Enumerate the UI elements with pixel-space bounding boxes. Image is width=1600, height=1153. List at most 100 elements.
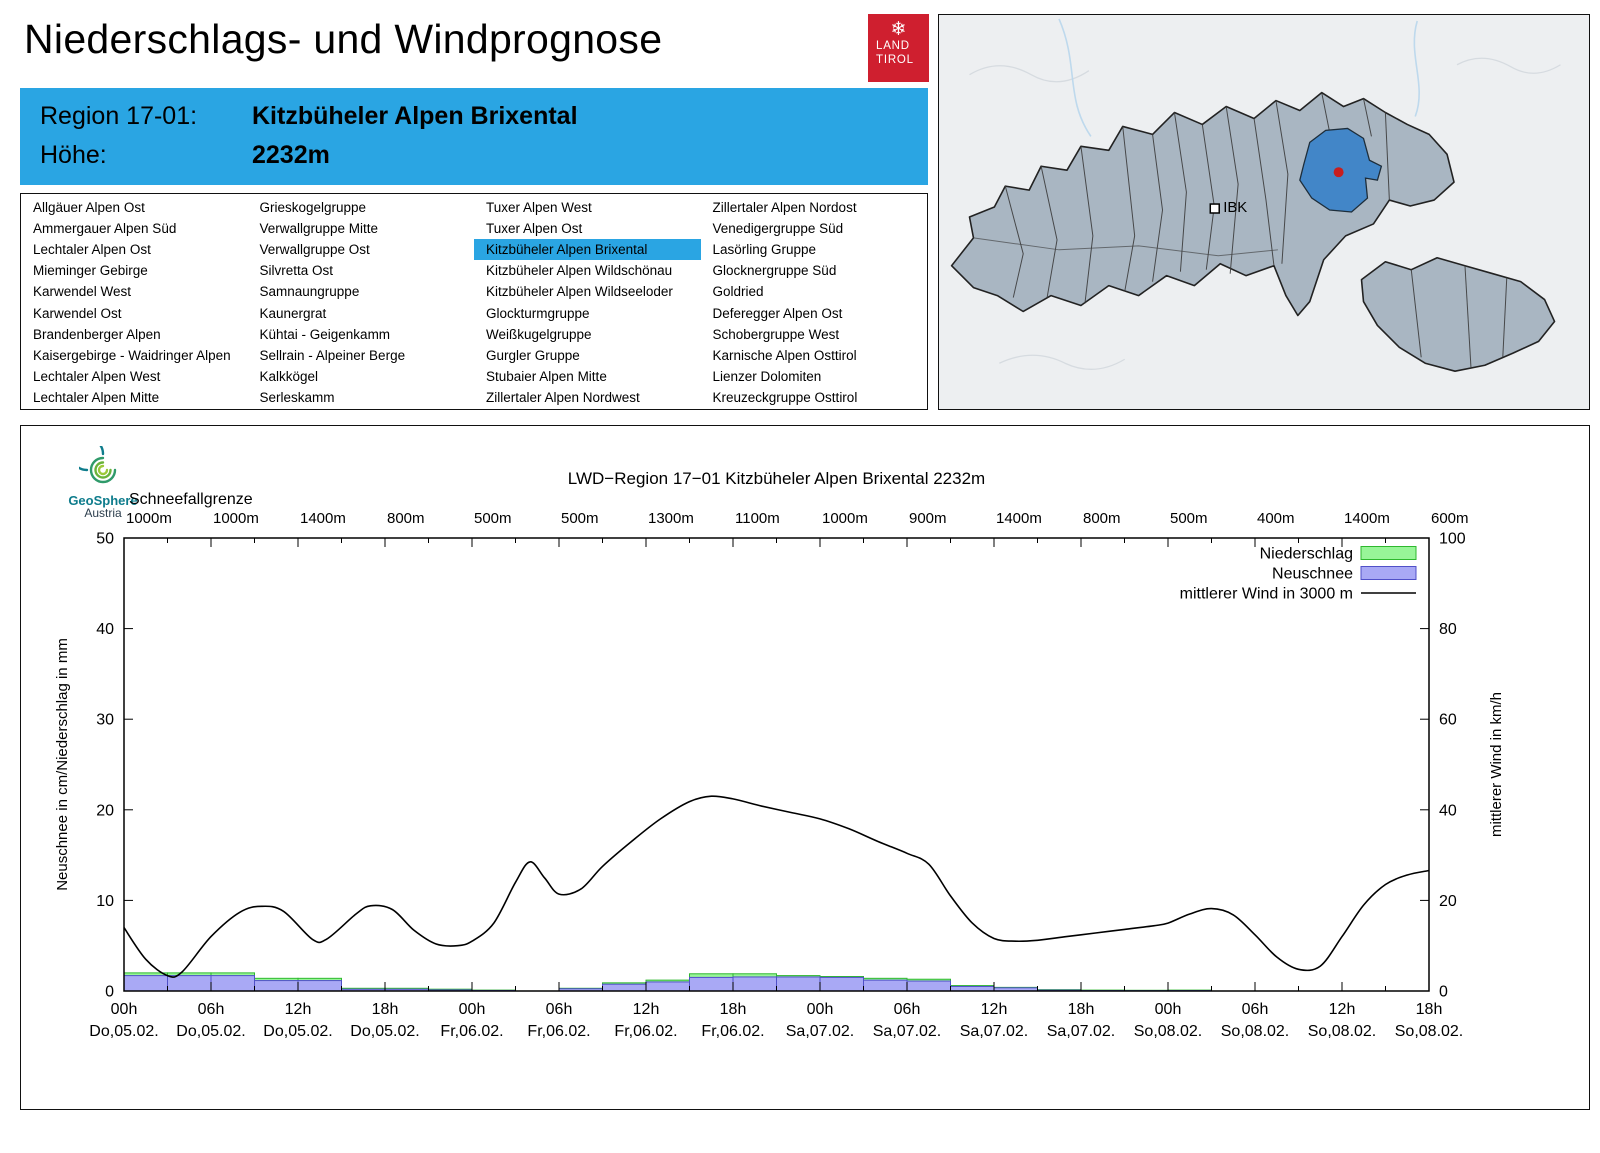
region-map[interactable]: IBK (938, 14, 1590, 410)
region-column: Tuxer Alpen West Tuxer Alpen Ost Kitzbühel… (474, 197, 701, 408)
legend-label: Neuschnee (1272, 566, 1353, 583)
region-list-item[interactable]: Venedigergruppe Süd (712, 221, 844, 237)
region-list-item[interactable]: Lechtaler Alpen Mitte (33, 389, 160, 405)
region-label: Region 17-01: (40, 102, 198, 130)
svg-text:So,08.02.: So,08.02. (1308, 1023, 1377, 1040)
svg-text:0: 0 (1439, 984, 1448, 1001)
region-list-item[interactable]: Silvretta Ost (259, 263, 334, 279)
region-list-item[interactable]: Lechtaler Alpen West (33, 368, 161, 384)
svg-text:12h: 12h (981, 1001, 1008, 1018)
region-list-item-selected[interactable]: Kitzbüheler Alpen Brixental (474, 239, 701, 261)
region-list-item[interactable]: Lienzer Dolomiten (712, 368, 822, 384)
region-list-item[interactable]: Karnische Alpen Osttirol (712, 347, 857, 363)
ibk-marker (1209, 203, 1220, 214)
geosphere-name: GeoSphere (68, 493, 138, 508)
svg-text:500m: 500m (561, 510, 599, 527)
region-list-item[interactable]: Kühtai - Geigenkamm (259, 326, 391, 342)
region-value: Kitzbüheler Alpen Brixental (252, 102, 578, 130)
svg-text:400m: 400m (1257, 510, 1295, 527)
svg-text:00h: 00h (459, 1001, 486, 1018)
region-list-item[interactable]: Gurgler Gruppe (486, 347, 580, 363)
svg-text:Fr,06.02.: Fr,06.02. (527, 1023, 590, 1040)
axis-tick-labels: 0 10 20 30 40 50 0 20 40 60 80 100 00h Do,05.02. 1000m… (89, 510, 1468, 1040)
region-column: Allgäuer Alpen Ost Ammergauer Alpen Süd Le… (21, 197, 248, 408)
svg-text:1100m: 1100m (735, 510, 780, 527)
region-list-item[interactable]: Tuxer Alpen Ost (486, 221, 583, 237)
svg-text:100: 100 (1439, 531, 1466, 548)
forecast-chart-svg: 0 10 20 30 40 50 0 20 40 60 80 100 00h Do,05.02. 1000m… (54, 469, 1505, 1040)
region-list-item[interactable]: Kalkkögel (259, 368, 319, 384)
region-list-item[interactable]: Goldried (712, 284, 764, 300)
svg-text:06h: 06h (1242, 1001, 1269, 1018)
region-list-item[interactable]: Tuxer Alpen West (486, 200, 592, 216)
region-list-item[interactable]: Serleskamm (259, 389, 335, 405)
land-tirol-logo: ❄ LAND TIROL (868, 14, 929, 82)
legend-swatch-neuschnee (1360, 566, 1417, 580)
region-list-item[interactable]: Kreuzeckgruppe Osttirol (712, 389, 858, 405)
region-list-item[interactable]: Stubaier Alpen Mitte (486, 368, 607, 384)
region-list-item[interactable]: Zillertaler Alpen Nordost (712, 200, 857, 216)
region-list-item[interactable]: Sellrain - Alpeiner Berge (259, 347, 406, 363)
region-list-item[interactable]: Brandenberger Alpen (33, 326, 161, 342)
region-list-item[interactable]: Verwallgruppe Mitte (259, 221, 379, 237)
legend-label: mittlerer Wind in 3000 m (1180, 586, 1353, 603)
region-list-item[interactable]: Deferegger Alpen Ost (712, 305, 843, 321)
svg-text:50: 50 (96, 531, 114, 548)
svg-text:1000m: 1000m (213, 510, 259, 527)
axis-ticks (123, 537, 1430, 992)
region-list-item[interactable]: Lasörling Gruppe (712, 242, 817, 258)
region-list-item[interactable]: Allgäuer Alpen Ost (33, 200, 145, 216)
region-list-item[interactable]: Mieminger Gebirge (33, 263, 148, 279)
svg-text:30: 30 (96, 712, 114, 729)
region-list-item[interactable]: Karwendel Ost (33, 305, 122, 321)
svg-text:80: 80 (1439, 621, 1457, 638)
region-list-item[interactable]: Glockturmgruppe (486, 305, 590, 321)
region-list-item[interactable]: Kaisergebirge - Waidringer Alpen (33, 347, 231, 363)
region-list-item[interactable]: Karwendel West (33, 284, 132, 300)
region-list-item[interactable]: Grieskogelgruppe (259, 200, 367, 216)
region-column: Grieskogelgruppe Verwallgruppe Mitte Verwa… (248, 197, 475, 408)
east-tirol-district-borders (1410, 265, 1508, 368)
tirol-map-svg[interactable]: IBK (939, 15, 1589, 409)
region-list-item[interactable]: Samnaungruppe (259, 284, 360, 300)
altitude-label: Höhe: (40, 141, 107, 169)
svg-text:Sa,07.02.: Sa,07.02. (873, 1023, 942, 1040)
svg-text:Sa,07.02.: Sa,07.02. (960, 1023, 1029, 1040)
svg-text:So,08.02.: So,08.02. (1395, 1023, 1464, 1040)
svg-text:1300m: 1300m (648, 510, 694, 527)
snowline-label: Schneefallgrenze (129, 491, 253, 508)
svg-text:00h: 00h (807, 1001, 834, 1018)
snowflake-icon: ❄ (890, 19, 907, 40)
station-dot (1333, 167, 1344, 178)
svg-text:Do,05.02.: Do,05.02. (176, 1023, 245, 1040)
region-list-item[interactable]: Kitzbüheler Alpen Wildseeloder (486, 284, 673, 300)
region-list-item[interactable]: Kitzbüheler Alpen Wildschönau (486, 263, 673, 279)
region-list-item[interactable]: Zillertaler Alpen Nordwest (486, 389, 640, 405)
svg-text:So,08.02.: So,08.02. (1134, 1023, 1203, 1040)
svg-text:20: 20 (1439, 893, 1457, 910)
svg-text:1000m: 1000m (126, 510, 172, 527)
region-list-item[interactable]: Schobergruppe West (712, 326, 840, 342)
region-list-item[interactable]: Lechtaler Alpen Ost (33, 242, 151, 258)
svg-text:1400m: 1400m (996, 510, 1042, 527)
svg-text:18h: 18h (372, 1001, 399, 1018)
svg-text:10: 10 (96, 893, 114, 910)
svg-text:0: 0 (105, 984, 114, 1001)
region-column: Zillertaler Alpen Nordost Venedigergruppe… (701, 197, 928, 408)
region-list-item[interactable]: Kaunergrat (259, 305, 327, 321)
svg-text:So,08.02.: So,08.02. (1221, 1023, 1290, 1040)
svg-text:12h: 12h (1329, 1001, 1356, 1018)
svg-text:00h: 00h (1155, 1001, 1182, 1018)
svg-text:12h: 12h (285, 1001, 312, 1018)
region-list-item[interactable]: Glocknergruppe Süd (712, 263, 837, 279)
svg-text:06h: 06h (894, 1001, 921, 1018)
svg-text:Sa,07.02.: Sa,07.02. (1047, 1023, 1116, 1040)
page-title: Niederschlags- und Windprognose (24, 16, 663, 62)
region-list-item[interactable]: Ammergauer Alpen Süd (33, 221, 177, 237)
svg-text:00h: 00h (111, 1001, 138, 1018)
region-list-item[interactable]: Verwallgruppe Ost (259, 242, 370, 258)
ylabel-right: mittlerer Wind in km/h (1488, 692, 1505, 837)
region-list-item[interactable]: Weißkugelgruppe (486, 326, 592, 342)
map-terrain-decoration (969, 57, 1561, 370)
